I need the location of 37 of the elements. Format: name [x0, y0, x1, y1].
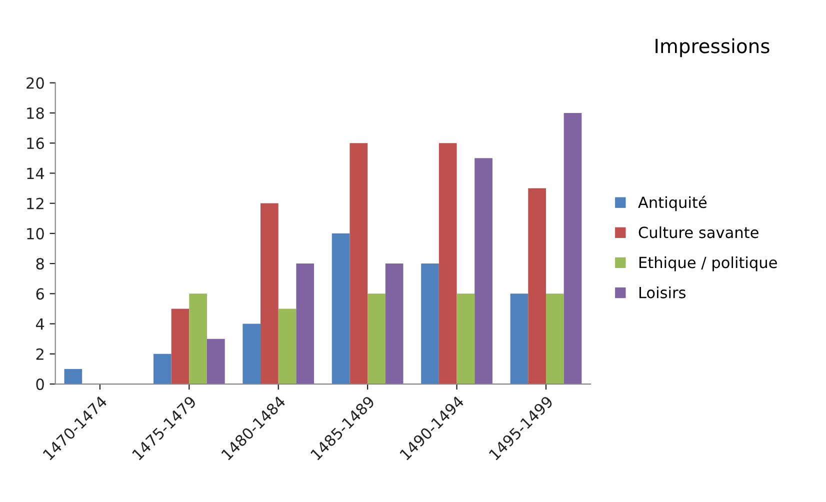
y-tick-label: 10	[27, 228, 44, 240]
y-tick-label: 14	[27, 168, 44, 179]
legend-label: Ethique / politique	[639, 256, 777, 272]
y-tick-label: 0	[36, 378, 44, 390]
bar	[564, 112, 582, 384]
y-tick-label: 18	[27, 107, 44, 119]
y-tick-label: 12	[27, 198, 44, 210]
bar	[153, 354, 172, 384]
y-tick-label: 6	[36, 288, 44, 300]
bar	[189, 294, 207, 384]
bar	[242, 324, 261, 384]
bar	[474, 158, 492, 384]
bar	[528, 188, 546, 384]
y-tick-label: 16	[27, 138, 44, 150]
bar	[171, 308, 190, 384]
bar	[278, 308, 296, 384]
y-tick-label: 8	[36, 258, 44, 270]
bar	[546, 294, 564, 384]
bar	[332, 233, 350, 384]
text: Impressions	[656, 38, 770, 58]
bar	[421, 264, 439, 384]
bar	[206, 338, 225, 384]
bar	[350, 143, 368, 384]
legend-label: Loisirs	[639, 286, 686, 298]
bar	[368, 294, 386, 384]
bar	[260, 203, 278, 384]
bar	[510, 294, 528, 384]
legend-label: Culture savante	[638, 226, 758, 238]
y-tick-label: 20	[26, 77, 44, 89]
bar	[296, 264, 314, 384]
bar	[456, 294, 475, 384]
y-tick-label: 4	[36, 318, 44, 330]
bar	[64, 368, 82, 384]
bar	[438, 143, 457, 384]
bar	[385, 264, 404, 384]
y-tick-label: 2	[36, 348, 44, 360]
legend-label: Antiquité	[638, 196, 707, 212]
